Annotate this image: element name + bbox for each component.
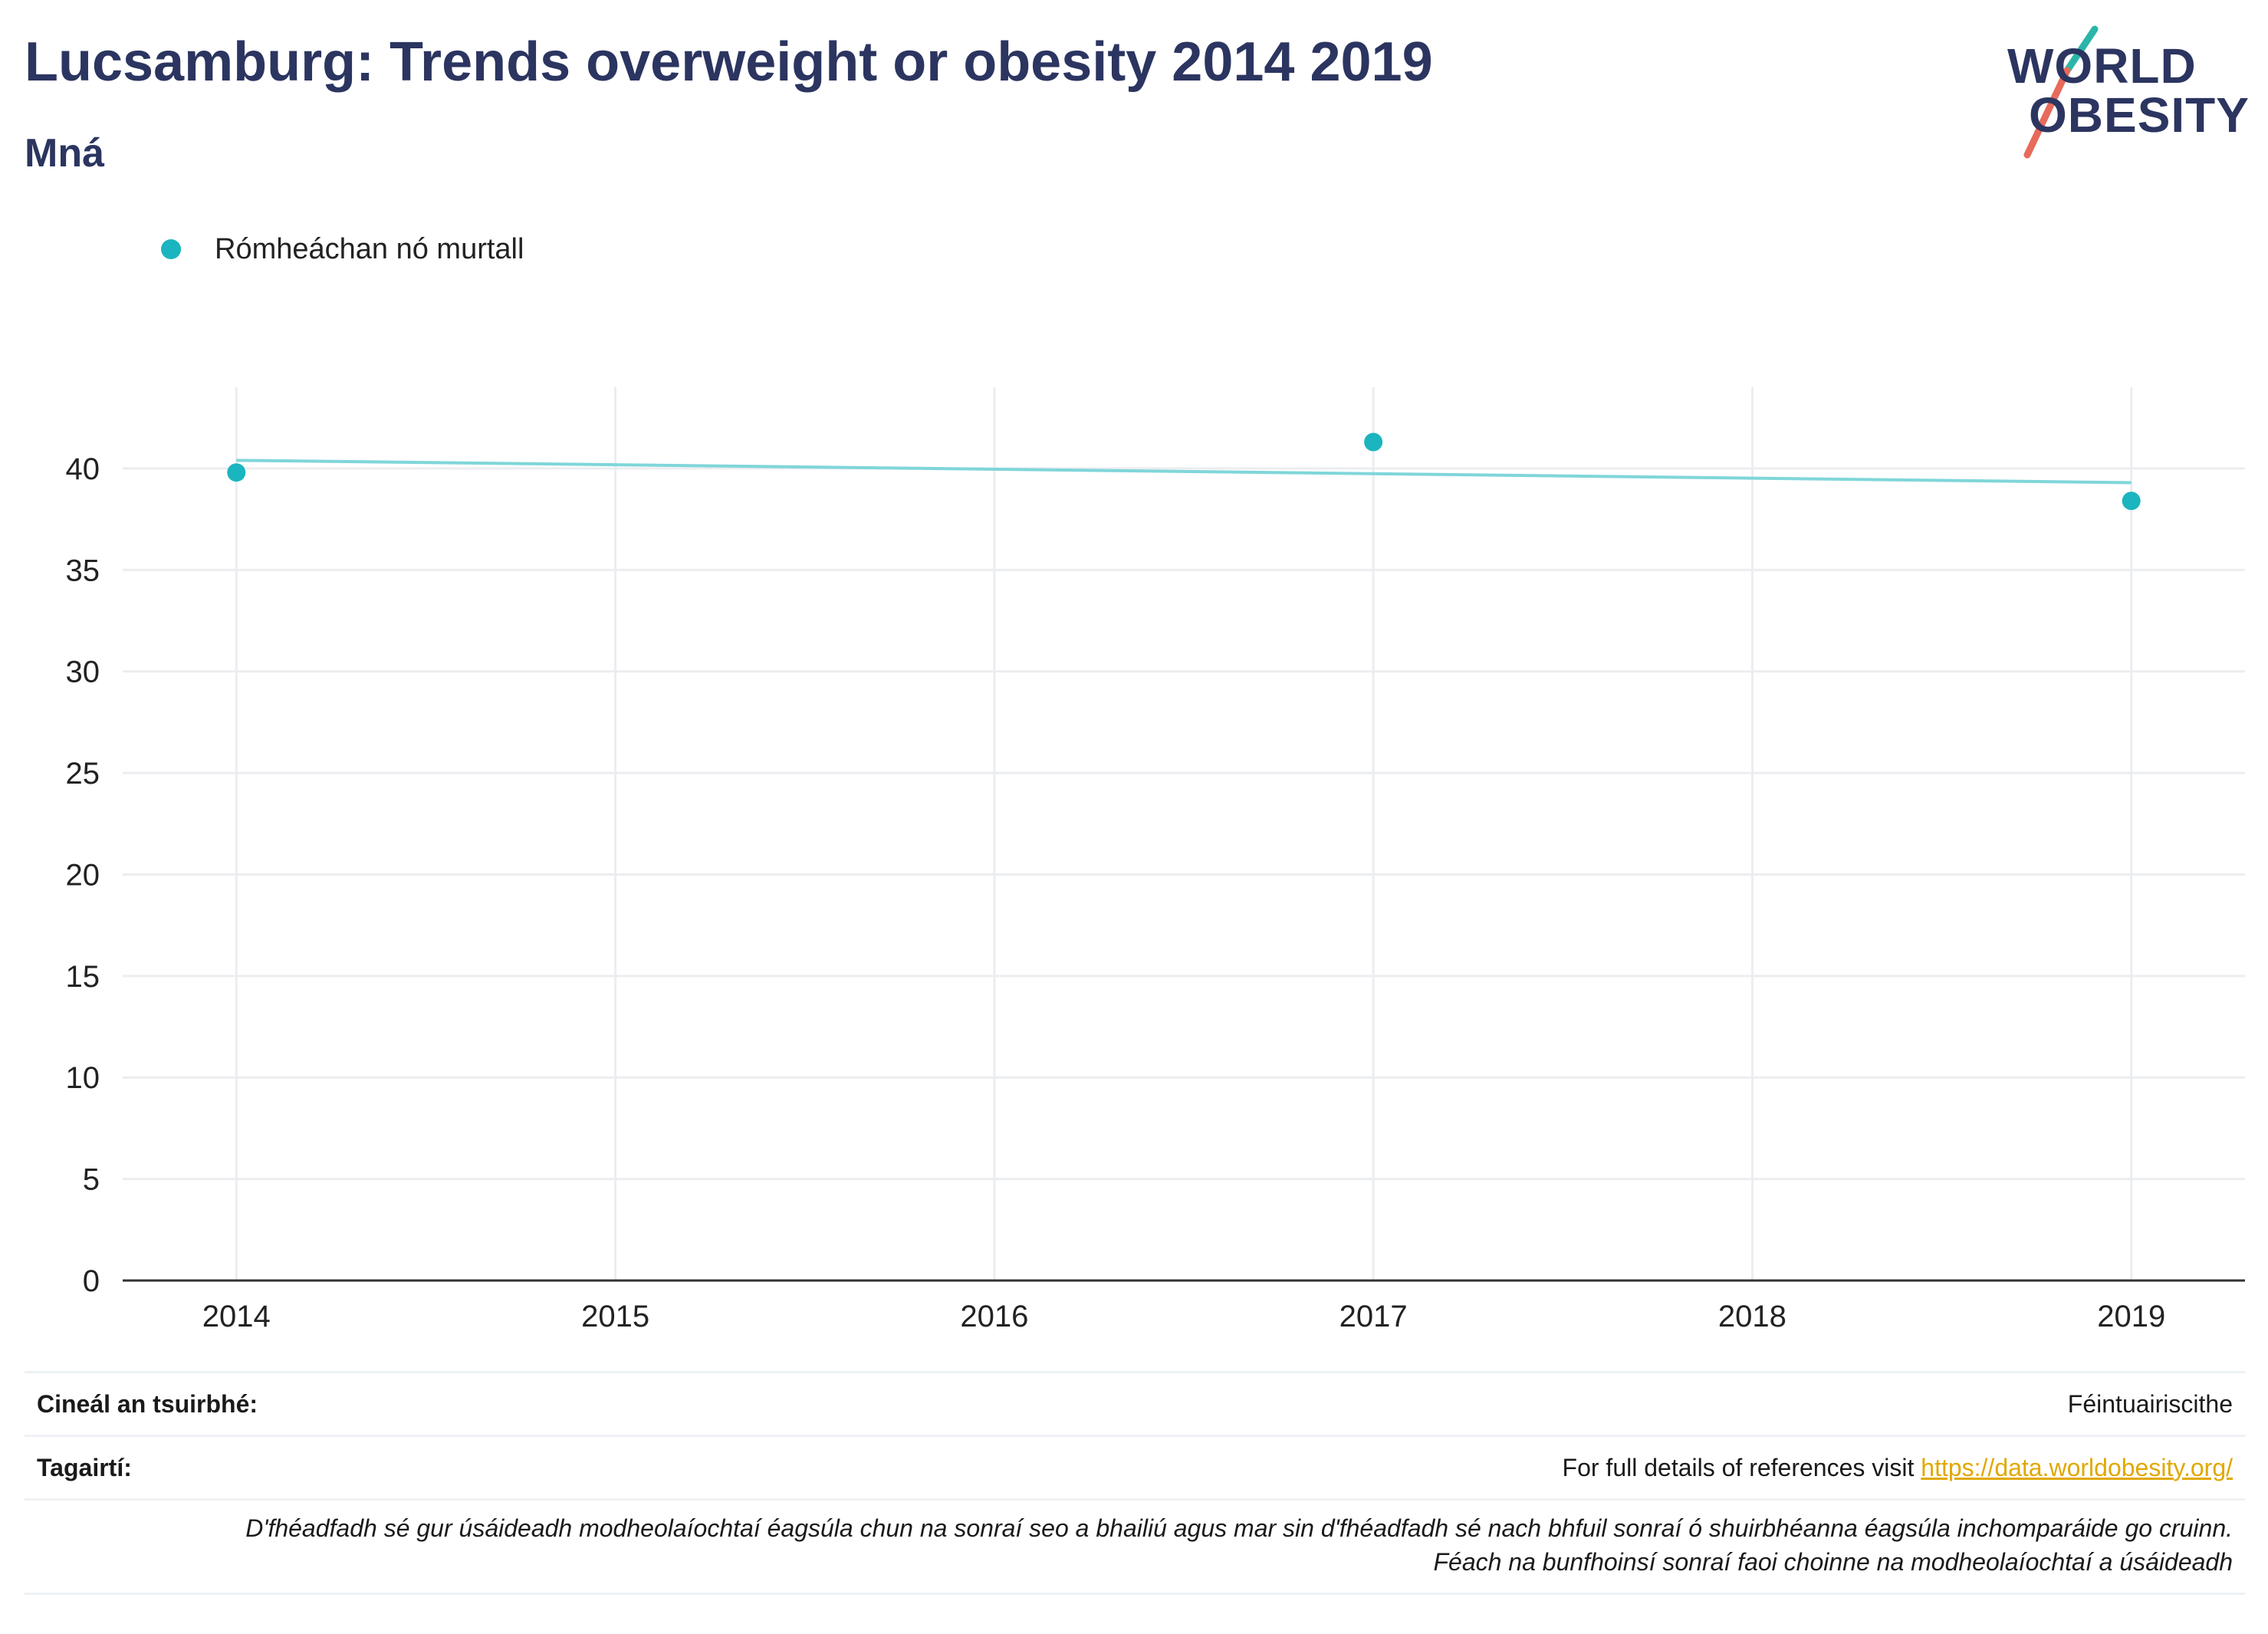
y-tick-label: 10 [66, 1061, 100, 1095]
references-value: For full details of references visit htt… [1563, 1454, 2233, 1482]
references-label: Tagairtí: [37, 1453, 132, 1481]
survey-type-row: Cineál an tsuirbhé: Féintuairiscithe [25, 1373, 2245, 1437]
y-tick-label: 40 [66, 452, 100, 486]
x-tick-label: 2019 [2097, 1300, 2165, 1333]
x-tick-label: 2014 [202, 1300, 271, 1333]
y-tick-label: 35 [66, 554, 100, 587]
logo-slash-icon [2023, 25, 2099, 159]
x-tick-label: 2015 [581, 1300, 649, 1333]
trend-line [236, 459, 2132, 485]
chart-area: 0 5 10 15 20 25 30 35 40 2014 2015 2016 2017 2018 2019 [66, 387, 2245, 1333]
y-tick-label: 20 [66, 858, 100, 892]
methodology-note-line1: D'fhéadfadh sé gur úsáideadh modheolaíoc… [245, 1514, 2233, 1542]
data-point [227, 463, 246, 482]
methodology-note: D'fhéadfadh sé gur úsáideadh modheolaíoc… [25, 1501, 2245, 1595]
y-tick-label: 15 [66, 960, 100, 994]
logo-word-obesity: OBESITY [2029, 87, 2250, 143]
references-text: For full details of references visit [1562, 1453, 1921, 1481]
y-tick-label: 0 [83, 1264, 100, 1298]
x-tick-label: 2017 [1339, 1300, 1408, 1333]
data-point [2122, 492, 2141, 511]
y-tick-label: 5 [83, 1163, 100, 1197]
legend-label: Rómheáchan nó murtall [215, 232, 524, 265]
survey-type-label: Cineál an tsuirbhé: [37, 1389, 258, 1418]
footer-table: Cineál an tsuirbhé: Féintuairiscithe Tag… [25, 1371, 2245, 1595]
data-point [1364, 432, 1383, 452]
chart-title: Lucsamburg: Trends overweight or obesity… [25, 31, 1433, 93]
references-link[interactable]: https://data.worldobesity.org/ [1921, 1453, 2233, 1481]
methodology-note-line2: Féach na bunfhoinsí sonraí faoi choinne … [1433, 1548, 2233, 1576]
logo-word-world: WORLD [2007, 38, 2197, 94]
survey-type-value: Féintuairiscithe [2067, 1389, 2233, 1418]
y-tick-label: 30 [66, 656, 100, 689]
legend: Rómheáchan nó murtall [161, 230, 524, 268]
x-tick-label: 2018 [1718, 1300, 1786, 1333]
legend-marker-icon [161, 239, 181, 259]
references-row: Tagairtí: For full details of references… [25, 1437, 2245, 1501]
x-tick-label: 2016 [960, 1300, 1028, 1333]
world-obesity-logo: WORLD OBESITY [1994, 23, 2254, 161]
chart-subtitle: Mná [25, 131, 104, 176]
y-tick-label: 25 [66, 757, 100, 791]
